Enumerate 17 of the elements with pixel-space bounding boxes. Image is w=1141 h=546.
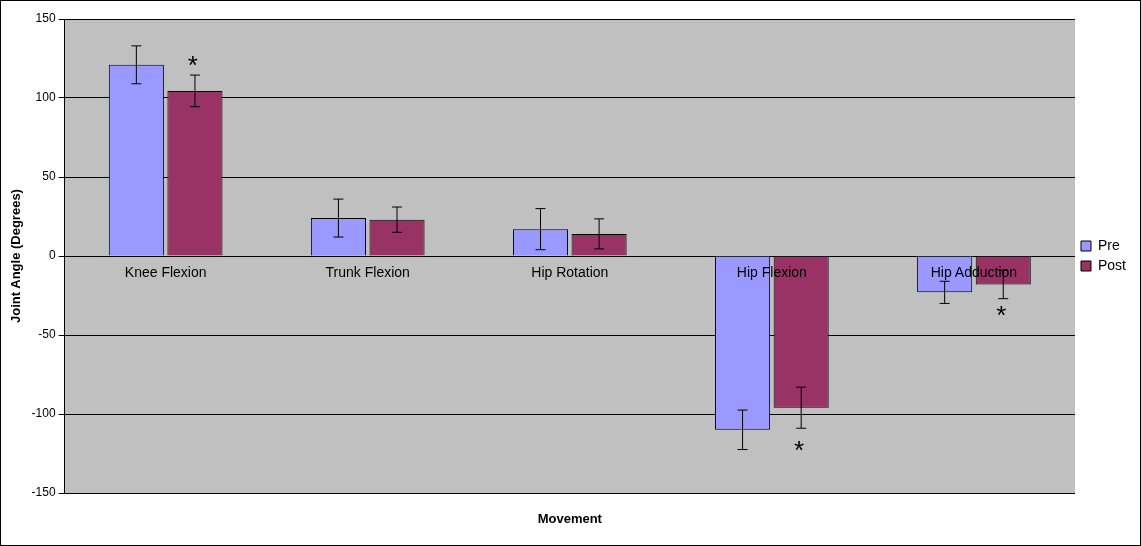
y-axis-title: Joint Angle (Degrees) — [8, 189, 24, 323]
y-tick-label: 150 — [35, 11, 56, 26]
y-tick-label: -150 — [31, 485, 56, 500]
legend-label: Pre — [1097, 236, 1120, 253]
y-tick-label: -50 — [38, 327, 56, 342]
x-tick-label: Hip Rotation — [531, 263, 609, 280]
annotation: * — [794, 434, 805, 465]
y-tick-label: 100 — [35, 90, 56, 105]
x-tick-label: Knee Flexion — [124, 263, 207, 280]
annotation: * — [187, 49, 198, 80]
y-tick-label: 50 — [42, 169, 56, 184]
y-tick-label: -100 — [31, 406, 56, 421]
x-axis-title: Movement — [537, 510, 603, 526]
annotation: * — [996, 299, 1007, 330]
x-tick-label: Trunk Flexion — [325, 263, 410, 280]
legend-label: Post — [1097, 256, 1127, 273]
y-tick-label: 0 — [48, 248, 56, 263]
